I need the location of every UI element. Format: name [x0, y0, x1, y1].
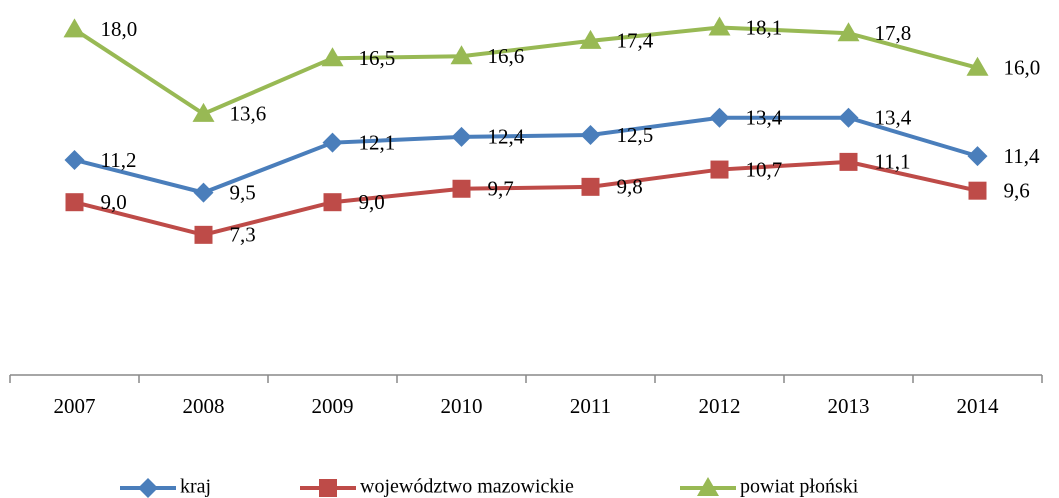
marker	[322, 132, 343, 153]
marker	[193, 182, 214, 203]
series-line	[74, 159, 978, 237]
x-tick-label: 2008	[183, 394, 225, 418]
data-label: 18,1	[746, 15, 783, 39]
data-label: 11,4	[1004, 144, 1040, 168]
series-line	[74, 115, 979, 195]
x-tick-label: 2013	[828, 394, 870, 418]
marker	[65, 193, 84, 212]
data-label: 13,4	[875, 106, 912, 130]
marker	[138, 478, 158, 498]
legend-label: kraj	[180, 476, 211, 498]
marker	[838, 107, 859, 128]
marker	[710, 160, 729, 179]
data-label: 12,5	[617, 123, 654, 147]
data-label: 7,3	[230, 223, 256, 247]
x-tick-label: 2009	[312, 394, 354, 418]
legend-label: powiat płoński	[740, 476, 859, 498]
marker	[319, 479, 337, 497]
marker	[581, 177, 600, 196]
data-label: 12,4	[488, 125, 525, 149]
marker	[709, 107, 730, 128]
data-label: 11,1	[875, 150, 911, 174]
data-label: 9,8	[617, 175, 643, 199]
marker	[194, 225, 213, 244]
data-label: 16,6	[488, 44, 525, 68]
marker	[967, 146, 988, 167]
marker	[697, 477, 719, 496]
marker	[839, 152, 858, 171]
marker	[63, 18, 86, 38]
data-label: 16,0	[1004, 56, 1041, 80]
marker	[451, 126, 472, 147]
x-tick-label: 2011	[570, 394, 611, 418]
marker	[452, 179, 471, 198]
series-line	[73, 25, 979, 117]
x-tick-label: 2014	[957, 394, 1000, 418]
data-label: 9,0	[101, 190, 127, 214]
data-label: 9,6	[1004, 178, 1030, 202]
data-label: 17,8	[875, 21, 912, 45]
data-label: 12,1	[359, 130, 396, 154]
data-label: 9,5	[230, 180, 256, 204]
marker	[580, 125, 601, 145]
marker	[64, 149, 85, 170]
data-label: 9,7	[488, 177, 514, 201]
data-label: 9,0	[359, 190, 385, 214]
marker	[450, 45, 473, 65]
data-label: 18,0	[101, 17, 138, 41]
marker	[579, 29, 602, 49]
data-label: 17,4	[617, 29, 654, 53]
marker	[708, 16, 731, 36]
data-label: 13,4	[746, 106, 783, 130]
data-label: 13,6	[230, 102, 267, 126]
data-label: 11,2	[101, 148, 137, 172]
x-tick-label: 2012	[699, 394, 741, 418]
marker	[192, 102, 215, 122]
x-tick-label: 2010	[441, 394, 483, 418]
marker	[837, 22, 860, 42]
marker	[966, 56, 989, 76]
marker	[968, 181, 987, 200]
data-label: 16,5	[359, 46, 396, 70]
data-label: 10,7	[746, 157, 783, 181]
x-tick-label: 2007	[54, 394, 96, 418]
legend-label: województwo mazowickie	[360, 476, 574, 498]
marker	[323, 193, 342, 212]
marker	[321, 47, 344, 67]
